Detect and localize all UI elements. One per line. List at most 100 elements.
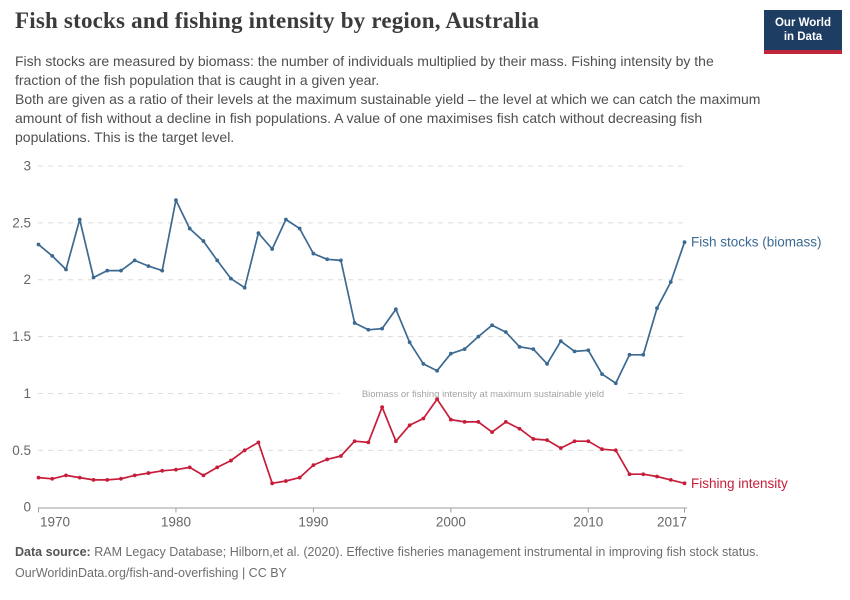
series-0-point-1988 (284, 217, 288, 222)
series-0-point-2008 (558, 339, 563, 344)
license-line[interactable]: OurWorldinData.org/fish-and-overfishing … (15, 566, 287, 580)
series-0-point-2016 (668, 280, 673, 284)
series-1-point-2017 (682, 481, 687, 486)
series-1-point-1995 (380, 405, 385, 410)
series-line-0 (37, 199, 686, 385)
series-1-point-1996 (393, 439, 398, 444)
series-1-point-1991 (325, 457, 330, 462)
series-1-point-1975 (105, 478, 110, 482)
series-1-point-2006 (531, 437, 536, 441)
series-0-point-1986 (256, 231, 261, 236)
series-1-point-1972 (64, 473, 68, 478)
series-0-point-1983 (215, 258, 220, 263)
series-0-point-1973 (77, 217, 82, 222)
owid-logo-line1: Our World (774, 17, 831, 29)
series-end-label-1: Fishing intensity (691, 476, 788, 491)
series-0-point-2005 (517, 344, 522, 349)
owid-logo[interactable]: Our World in Data (764, 10, 842, 54)
series-0-point-2004 (503, 330, 508, 334)
series-1-point-1987 (270, 481, 275, 486)
series-1-point-1976 (119, 476, 123, 481)
series-1-point-1997 (407, 423, 412, 428)
series-0-point-1982 (201, 239, 206, 243)
y-axis-label-2: 2 (23, 272, 31, 287)
series-0-point-1990 (311, 251, 316, 256)
x-axis-label-1990: 1990 (298, 515, 328, 530)
chart-area: Biomass or fishing intensity at maximum … (0, 148, 850, 548)
chart-subtitle: Fish stocks are measured by biomass: the… (15, 52, 763, 147)
series-0-point-1999 (435, 368, 440, 373)
series-1-point-1977 (132, 473, 137, 478)
series-1-point-1986 (256, 440, 261, 445)
series-1-point-1994 (366, 440, 371, 445)
series-1-point-1973 (77, 475, 82, 480)
series-1-point-1983 (215, 465, 220, 470)
series-0-point-2001 (462, 347, 467, 352)
series-1-point-2014 (641, 472, 646, 477)
series-1-point-1988 (284, 479, 288, 483)
series-0-point-2003 (490, 323, 494, 328)
series-0-point-2006 (531, 347, 536, 352)
series-0-point-1993 (352, 321, 357, 325)
series-1-point-2001 (462, 420, 467, 424)
series-1-point-2013 (627, 472, 632, 477)
series-0-point-2017 (682, 240, 687, 245)
y-axis-label-0: 0 (23, 500, 31, 515)
series-1-point-1998 (421, 416, 426, 421)
series-1-point-1982 (201, 473, 206, 478)
series-0-point-2015 (655, 306, 659, 311)
series-0-point-1989 (297, 226, 302, 231)
series-1-point-2008 (558, 446, 563, 450)
series-0-point-1998 (421, 362, 426, 366)
series-1-point-2004 (503, 420, 508, 424)
subtitle-paragraph-2: Both are given as a ratio of their level… (15, 91, 761, 145)
x-axis-label-2000: 2000 (436, 515, 466, 530)
series-0-point-1996 (393, 307, 398, 312)
series-line-1 (37, 398, 686, 485)
series-0-point-2000 (448, 351, 453, 356)
x-axis-label-2017: 2017 (657, 515, 687, 530)
y-axis-label-2.5: 2.5 (12, 215, 31, 230)
series-1-point-2000 (448, 417, 453, 422)
data-source-line: Data source: RAM Legacy Database; Hilbor… (15, 542, 835, 563)
series-1-point-2012 (613, 448, 618, 453)
y-axis-label-1: 1 (23, 386, 31, 401)
series-0-point-1991 (325, 257, 330, 262)
series-0-point-2007 (545, 362, 549, 366)
series-1-point-1999 (435, 397, 440, 402)
chart-footer: Data source: RAM Legacy Database; Hilbor… (15, 542, 835, 584)
series-0-point-1987 (270, 247, 275, 251)
series-1-point-1989 (297, 475, 302, 480)
series-0-point-2010 (586, 348, 591, 353)
series-0-point-1974 (91, 275, 96, 280)
series-0-point-1978 (146, 264, 151, 268)
subtitle-paragraph-1: Fish stocks are measured by biomass: the… (15, 53, 714, 88)
y-axis-label-1.5: 1.5 (12, 329, 31, 344)
x-axis-label-1980: 1980 (161, 515, 191, 530)
series-0-point-2013 (627, 352, 632, 357)
series-1-point-2011 (600, 447, 604, 452)
series-0-point-1994 (366, 327, 371, 332)
series-end-label-0: Fish stocks (biomass) (691, 235, 822, 250)
line-chart-canvas: Biomass or fishing intensity at maximum … (12, 159, 822, 530)
series-1-point-1978 (146, 471, 151, 475)
series-1-point-1985 (242, 448, 247, 453)
series-1-point-1974 (91, 478, 96, 482)
series-0-point-1975 (105, 268, 110, 273)
series-1-point-2015 (655, 474, 659, 479)
series-0-point-1984 (229, 276, 233, 281)
series-0-point-2002 (476, 334, 481, 339)
series-0-point-2009 (572, 349, 577, 354)
series-1-point-2010 (586, 439, 591, 444)
series-0-point-1981 (187, 226, 192, 231)
annotation-mask (340, 386, 628, 400)
data-source-label: Data source: (15, 545, 91, 559)
series-1-point-2003 (490, 430, 494, 435)
series-1-point-1990 (311, 463, 316, 468)
series-0-point-1992 (338, 258, 343, 263)
series-0-point-1985 (242, 285, 247, 290)
series-1-point-1992 (338, 454, 343, 458)
series-0-point-1972 (64, 267, 68, 272)
series-0-point-1995 (380, 326, 385, 331)
